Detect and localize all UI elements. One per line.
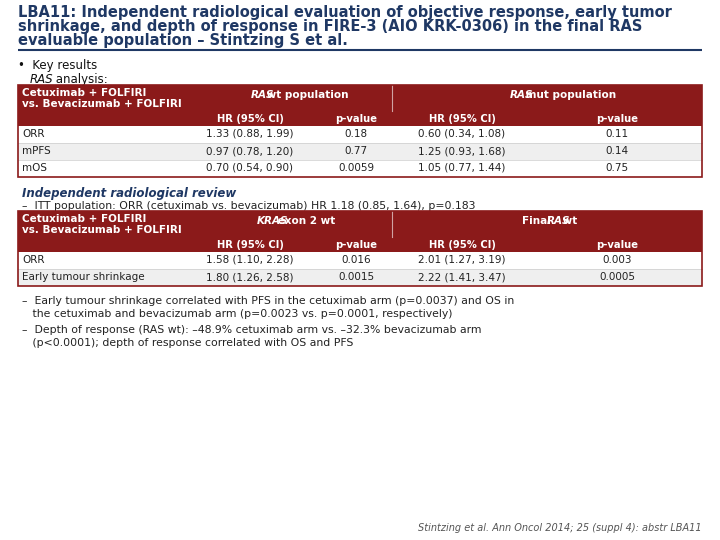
Text: Cetuximab + FOLFIRI: Cetuximab + FOLFIRI: [22, 88, 146, 98]
Text: –  ITT population: ORR (cetuximab vs. bevacizumab) HR 1.18 (0.85, 1.64), p=0.183: – ITT population: ORR (cetuximab vs. bev…: [22, 201, 475, 211]
Text: the cetuximab and bevacizumab arm (p=0.0023 vs. p=0.0001, respectively): the cetuximab and bevacizumab arm (p=0.0…: [22, 309, 452, 319]
Text: RAS: RAS: [251, 90, 274, 100]
Text: ORR: ORR: [22, 255, 45, 265]
Text: mPFS: mPFS: [22, 146, 50, 156]
Bar: [18, 237, 702, 252]
Bar: [18, 252, 702, 269]
Text: Stintzing et al. Ann Oncol 2014; 25 (suppl 4): abstr LBA11: Stintzing et al. Ann Oncol 2014; 25 (sup…: [418, 523, 702, 533]
Text: 2.22 (1.41, 3.47): 2.22 (1.41, 3.47): [418, 272, 506, 282]
Text: 0.0059: 0.0059: [338, 163, 374, 173]
Text: 0.0015: 0.0015: [338, 272, 374, 282]
Text: 0.97 (0.78, 1.20): 0.97 (0.78, 1.20): [207, 146, 294, 156]
Text: p-value: p-value: [335, 114, 377, 124]
Text: shrinkage, and depth of response in FIRE-3 (AIO KRK-0306) in the final RAS: shrinkage, and depth of response in FIRE…: [18, 19, 642, 34]
Text: exon 2 wt: exon 2 wt: [274, 216, 335, 226]
Text: –  Early tumour shrinkage correlated with PFS in the cetuximab arm (p=0.0037) an: – Early tumour shrinkage correlated with…: [22, 296, 514, 306]
Text: KRAS: KRAS: [257, 216, 289, 226]
Text: 1.80 (1.26, 2.58): 1.80 (1.26, 2.58): [206, 272, 294, 282]
Text: HR (95% CI): HR (95% CI): [217, 240, 284, 250]
Text: wt: wt: [559, 216, 577, 226]
Text: HR (95% CI): HR (95% CI): [428, 114, 495, 124]
Text: Final: Final: [522, 216, 554, 226]
Bar: [18, 160, 702, 177]
Text: 0.016: 0.016: [341, 255, 371, 265]
Text: vs. Bevacizumab + FOLFIRI: vs. Bevacizumab + FOLFIRI: [22, 225, 181, 235]
Text: analysis:: analysis:: [52, 73, 108, 86]
Text: p-value: p-value: [335, 240, 377, 250]
Text: LBA11: Independent radiological evaluation of objective response, early tumor: LBA11: Independent radiological evaluati…: [18, 5, 672, 20]
Text: 0.60 (0.34, 1.08): 0.60 (0.34, 1.08): [418, 129, 505, 139]
Text: 0.70 (0.54, 0.90): 0.70 (0.54, 0.90): [207, 163, 294, 173]
Text: HR (95% CI): HR (95% CI): [217, 114, 284, 124]
Text: 0.75: 0.75: [606, 163, 629, 173]
Text: ORR: ORR: [22, 129, 45, 139]
Text: 1.25 (0.93, 1.68): 1.25 (0.93, 1.68): [418, 146, 505, 156]
Text: mOS: mOS: [22, 163, 47, 173]
Text: 0.003: 0.003: [602, 255, 631, 265]
Text: HR (95% CI): HR (95% CI): [428, 240, 495, 250]
Text: :: :: [159, 187, 164, 200]
Text: (p<0.0001); depth of response correlated with OS and PFS: (p<0.0001); depth of response correlated…: [22, 338, 354, 348]
Text: vs. Bevacizumab + FOLFIRI: vs. Bevacizumab + FOLFIRI: [22, 99, 181, 109]
Text: RAS: RAS: [510, 90, 534, 100]
Text: Early tumour shrinkage: Early tumour shrinkage: [22, 272, 145, 282]
Text: 1.05 (0.77, 1.44): 1.05 (0.77, 1.44): [418, 163, 505, 173]
Text: Cetuximab + FOLFIRI: Cetuximab + FOLFIRI: [22, 214, 146, 224]
Text: wt population: wt population: [264, 90, 348, 100]
Text: Independent radiological review: Independent radiological review: [22, 187, 236, 200]
Bar: [18, 85, 702, 111]
Text: evaluable population – Stintzing S et al.: evaluable population – Stintzing S et al…: [18, 33, 348, 48]
Text: –  Depth of response (RAS wt): –48.9% cetuximab arm vs. –32.3% bevacizumab arm: – Depth of response (RAS wt): –48.9% cet…: [22, 325, 482, 335]
Bar: [18, 143, 702, 160]
Bar: [18, 111, 702, 126]
Bar: [18, 85, 702, 177]
Bar: [18, 126, 702, 143]
Text: p-value: p-value: [596, 114, 638, 124]
Text: RAS: RAS: [547, 216, 570, 226]
Text: 0.18: 0.18: [344, 129, 368, 139]
Text: RAS: RAS: [30, 73, 53, 86]
Bar: [18, 211, 702, 286]
Text: 0.14: 0.14: [606, 146, 629, 156]
Text: 0.77: 0.77: [344, 146, 368, 156]
Text: 0.0005: 0.0005: [599, 272, 635, 282]
Text: •  Key results: • Key results: [18, 59, 97, 72]
Bar: [18, 269, 702, 286]
Bar: [18, 211, 702, 237]
Text: 2.01 (1.27, 3.19): 2.01 (1.27, 3.19): [418, 255, 505, 265]
Text: p-value: p-value: [596, 240, 638, 250]
Text: 1.33 (0.88, 1.99): 1.33 (0.88, 1.99): [206, 129, 294, 139]
Text: 0.11: 0.11: [606, 129, 629, 139]
Text: 1.58 (1.10, 2.28): 1.58 (1.10, 2.28): [206, 255, 294, 265]
Text: mut population: mut population: [522, 90, 616, 100]
